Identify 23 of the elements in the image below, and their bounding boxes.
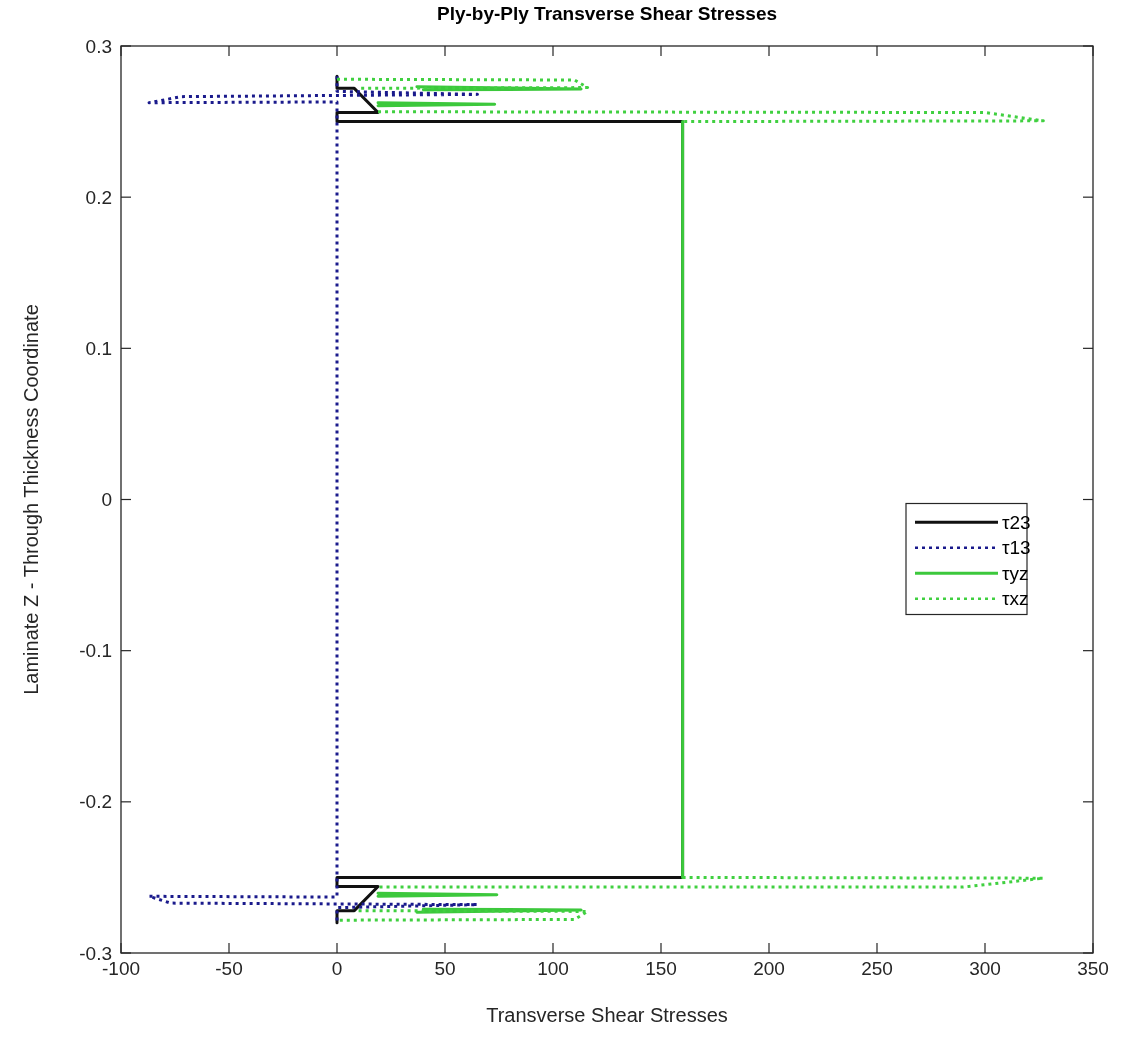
x-axis-title: Transverse Shear Stresses (486, 1004, 728, 1026)
legend-label: τ13 (1002, 537, 1031, 559)
y-tick-label: -0.1 (79, 640, 112, 662)
x-tick-label: 200 (753, 958, 785, 979)
y-tick-label: 0.3 (85, 35, 112, 57)
x-tick-label: 250 (861, 958, 893, 979)
x-tick-label: 350 (1077, 958, 1109, 979)
x-tick-label: 100 (537, 958, 569, 979)
y-tick-label: -0.2 (79, 791, 112, 813)
legend-label: τxz (1002, 588, 1029, 610)
x-tick-label: -50 (215, 958, 243, 979)
y-axis-title: Laminate Z - Through Thickness Coordinate (20, 304, 42, 695)
x-tick-label: 50 (434, 958, 456, 979)
y-tick-label: 0 (101, 489, 112, 510)
chart-title: Ply-by-Ply Transverse Shear Stresses (436, 3, 778, 24)
legend-label: τ23 (1002, 511, 1031, 533)
legend-label: τyz (1002, 562, 1029, 584)
x-tick-label: 150 (645, 958, 677, 979)
x-tick-label: 300 (969, 958, 1001, 979)
x-tick-label: 0 (331, 958, 343, 979)
y-tick-label: 0.2 (85, 186, 112, 208)
y-tick-label: 0.1 (85, 337, 112, 359)
y-tick-label: -0.3 (79, 942, 112, 964)
